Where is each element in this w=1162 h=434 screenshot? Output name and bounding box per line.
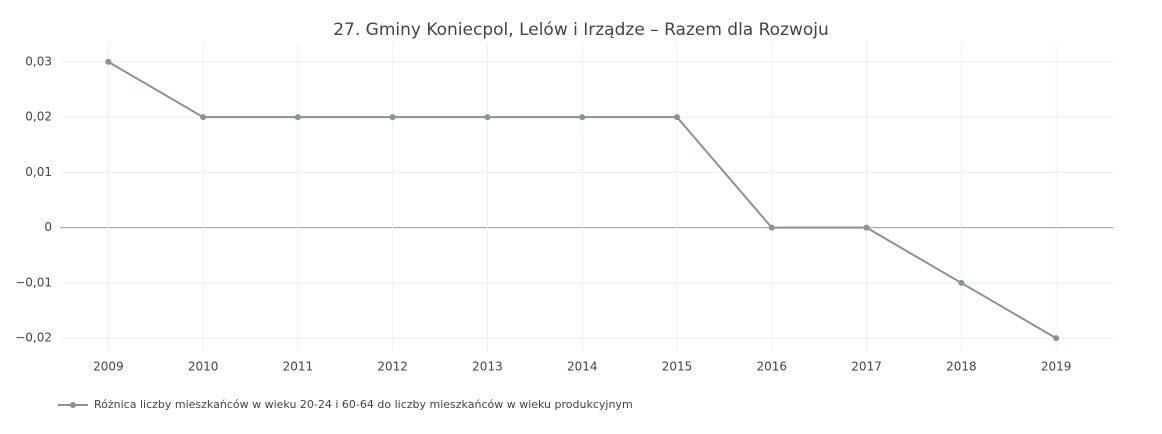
point [105,58,112,65]
x-tick-label: 2012 [377,360,408,374]
x-tick-label: 2018 [946,360,977,374]
x-tick-label: 2009 [93,360,124,374]
legend-label: Różnica liczby mieszkańców w wieku 20-24… [94,398,633,411]
point [389,114,396,121]
point [1053,335,1060,342]
y-tick-label: 0,01 [25,165,52,179]
chart-title: 27. Gminy Koniecpol, Lelów i Irządze – R… [333,20,829,40]
point [200,114,207,121]
point [863,224,870,231]
x-tick-label: 2010 [188,360,219,374]
x-tick-label: 2011 [283,360,314,374]
x-tick-label: 2017 [851,360,882,374]
x-tick-label: 2013 [472,360,503,374]
x-tick-label: 2015 [662,360,693,374]
x-tick-label: 2019 [1041,360,1072,374]
point [294,114,301,121]
point [579,114,586,121]
point [484,114,491,121]
y-tick-label: −0,01 [15,275,52,289]
point [674,114,681,121]
point [958,279,965,286]
y-tick-label: 0 [44,220,52,234]
x-tick-label: 2016 [757,360,788,374]
y-tick-label: 0,03 [25,54,52,68]
point [768,224,775,231]
x-tick-label: 2014 [567,360,598,374]
legend-marker [70,402,76,408]
y-tick-label: 0,02 [25,110,52,124]
y-tick-label: −0,02 [15,331,52,345]
